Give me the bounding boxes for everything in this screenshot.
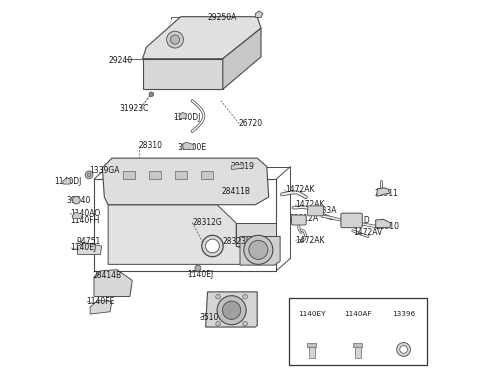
- Text: 1140EY: 1140EY: [298, 311, 325, 317]
- Polygon shape: [180, 112, 187, 119]
- Circle shape: [217, 296, 246, 325]
- Polygon shape: [240, 236, 280, 265]
- Circle shape: [72, 196, 80, 204]
- Polygon shape: [255, 11, 263, 17]
- Polygon shape: [72, 213, 83, 219]
- Text: 39340: 39340: [66, 196, 90, 205]
- Text: 39300E: 39300E: [177, 143, 206, 152]
- Circle shape: [195, 265, 201, 271]
- Text: 28911: 28911: [374, 189, 398, 198]
- Text: 94751: 94751: [76, 237, 101, 246]
- Circle shape: [216, 321, 220, 326]
- Text: 35100: 35100: [200, 313, 224, 322]
- Text: 1140FE: 1140FE: [86, 297, 115, 306]
- Text: 13396: 13396: [392, 311, 415, 317]
- Text: 28219: 28219: [230, 162, 254, 171]
- Polygon shape: [102, 158, 269, 205]
- Text: 1472AV: 1472AV: [353, 228, 382, 237]
- Text: 1472AK: 1472AK: [285, 185, 314, 194]
- Text: 28411B: 28411B: [222, 187, 251, 196]
- Polygon shape: [149, 171, 161, 179]
- Polygon shape: [183, 142, 194, 149]
- Bar: [353, 343, 362, 347]
- Circle shape: [87, 173, 91, 177]
- Polygon shape: [63, 178, 71, 184]
- Text: 1140EJ: 1140EJ: [187, 270, 214, 279]
- Polygon shape: [202, 171, 213, 179]
- Text: 28312G: 28312G: [192, 218, 222, 227]
- Text: 1472AK: 1472AK: [295, 236, 325, 245]
- Circle shape: [249, 240, 268, 259]
- Text: 1472AK: 1472AK: [295, 200, 325, 209]
- Text: 1140DJ: 1140DJ: [173, 114, 201, 122]
- Circle shape: [167, 31, 183, 48]
- Circle shape: [216, 295, 220, 299]
- Bar: [355, 346, 361, 358]
- Text: 1339GA: 1339GA: [89, 166, 120, 175]
- Bar: [307, 343, 316, 347]
- Polygon shape: [90, 300, 112, 314]
- Text: 29250A: 29250A: [207, 13, 237, 22]
- Text: 31923C: 31923C: [120, 104, 149, 113]
- Text: 28310: 28310: [139, 141, 163, 151]
- Circle shape: [244, 235, 273, 264]
- Circle shape: [205, 239, 219, 253]
- FancyBboxPatch shape: [308, 206, 324, 216]
- Text: 28912A: 28912A: [290, 214, 319, 223]
- FancyBboxPatch shape: [341, 213, 362, 228]
- Circle shape: [243, 295, 247, 299]
- Text: 28921D: 28921D: [340, 216, 370, 224]
- Bar: [289, 298, 427, 365]
- Text: 1140EJ: 1140EJ: [70, 243, 96, 253]
- Circle shape: [202, 235, 223, 257]
- Circle shape: [243, 321, 247, 326]
- Circle shape: [85, 171, 93, 179]
- Polygon shape: [94, 270, 132, 296]
- Bar: [309, 346, 315, 358]
- Text: 26720: 26720: [238, 119, 262, 128]
- Text: 28323H: 28323H: [223, 237, 252, 246]
- Polygon shape: [231, 164, 244, 169]
- Polygon shape: [236, 223, 276, 246]
- FancyBboxPatch shape: [292, 215, 306, 225]
- Text: 28910: 28910: [376, 222, 400, 231]
- Polygon shape: [223, 28, 261, 89]
- Circle shape: [396, 343, 410, 356]
- Circle shape: [222, 301, 241, 320]
- Text: 1140AF: 1140AF: [344, 311, 372, 317]
- Circle shape: [149, 92, 154, 97]
- Polygon shape: [78, 243, 102, 254]
- Polygon shape: [143, 59, 223, 89]
- Polygon shape: [175, 171, 187, 179]
- Polygon shape: [376, 219, 391, 228]
- Text: 1140FH: 1140FH: [70, 216, 99, 224]
- Polygon shape: [205, 292, 257, 327]
- Polygon shape: [108, 205, 275, 264]
- Text: 29240: 29240: [108, 56, 132, 65]
- Text: 1140AO: 1140AO: [70, 209, 100, 218]
- Text: 1140DJ: 1140DJ: [55, 177, 82, 186]
- Polygon shape: [123, 171, 135, 179]
- Circle shape: [400, 346, 408, 353]
- Polygon shape: [377, 188, 390, 196]
- Circle shape: [170, 35, 180, 44]
- Polygon shape: [143, 17, 261, 59]
- Text: 59133A: 59133A: [307, 206, 336, 215]
- Text: 28414B: 28414B: [93, 271, 122, 280]
